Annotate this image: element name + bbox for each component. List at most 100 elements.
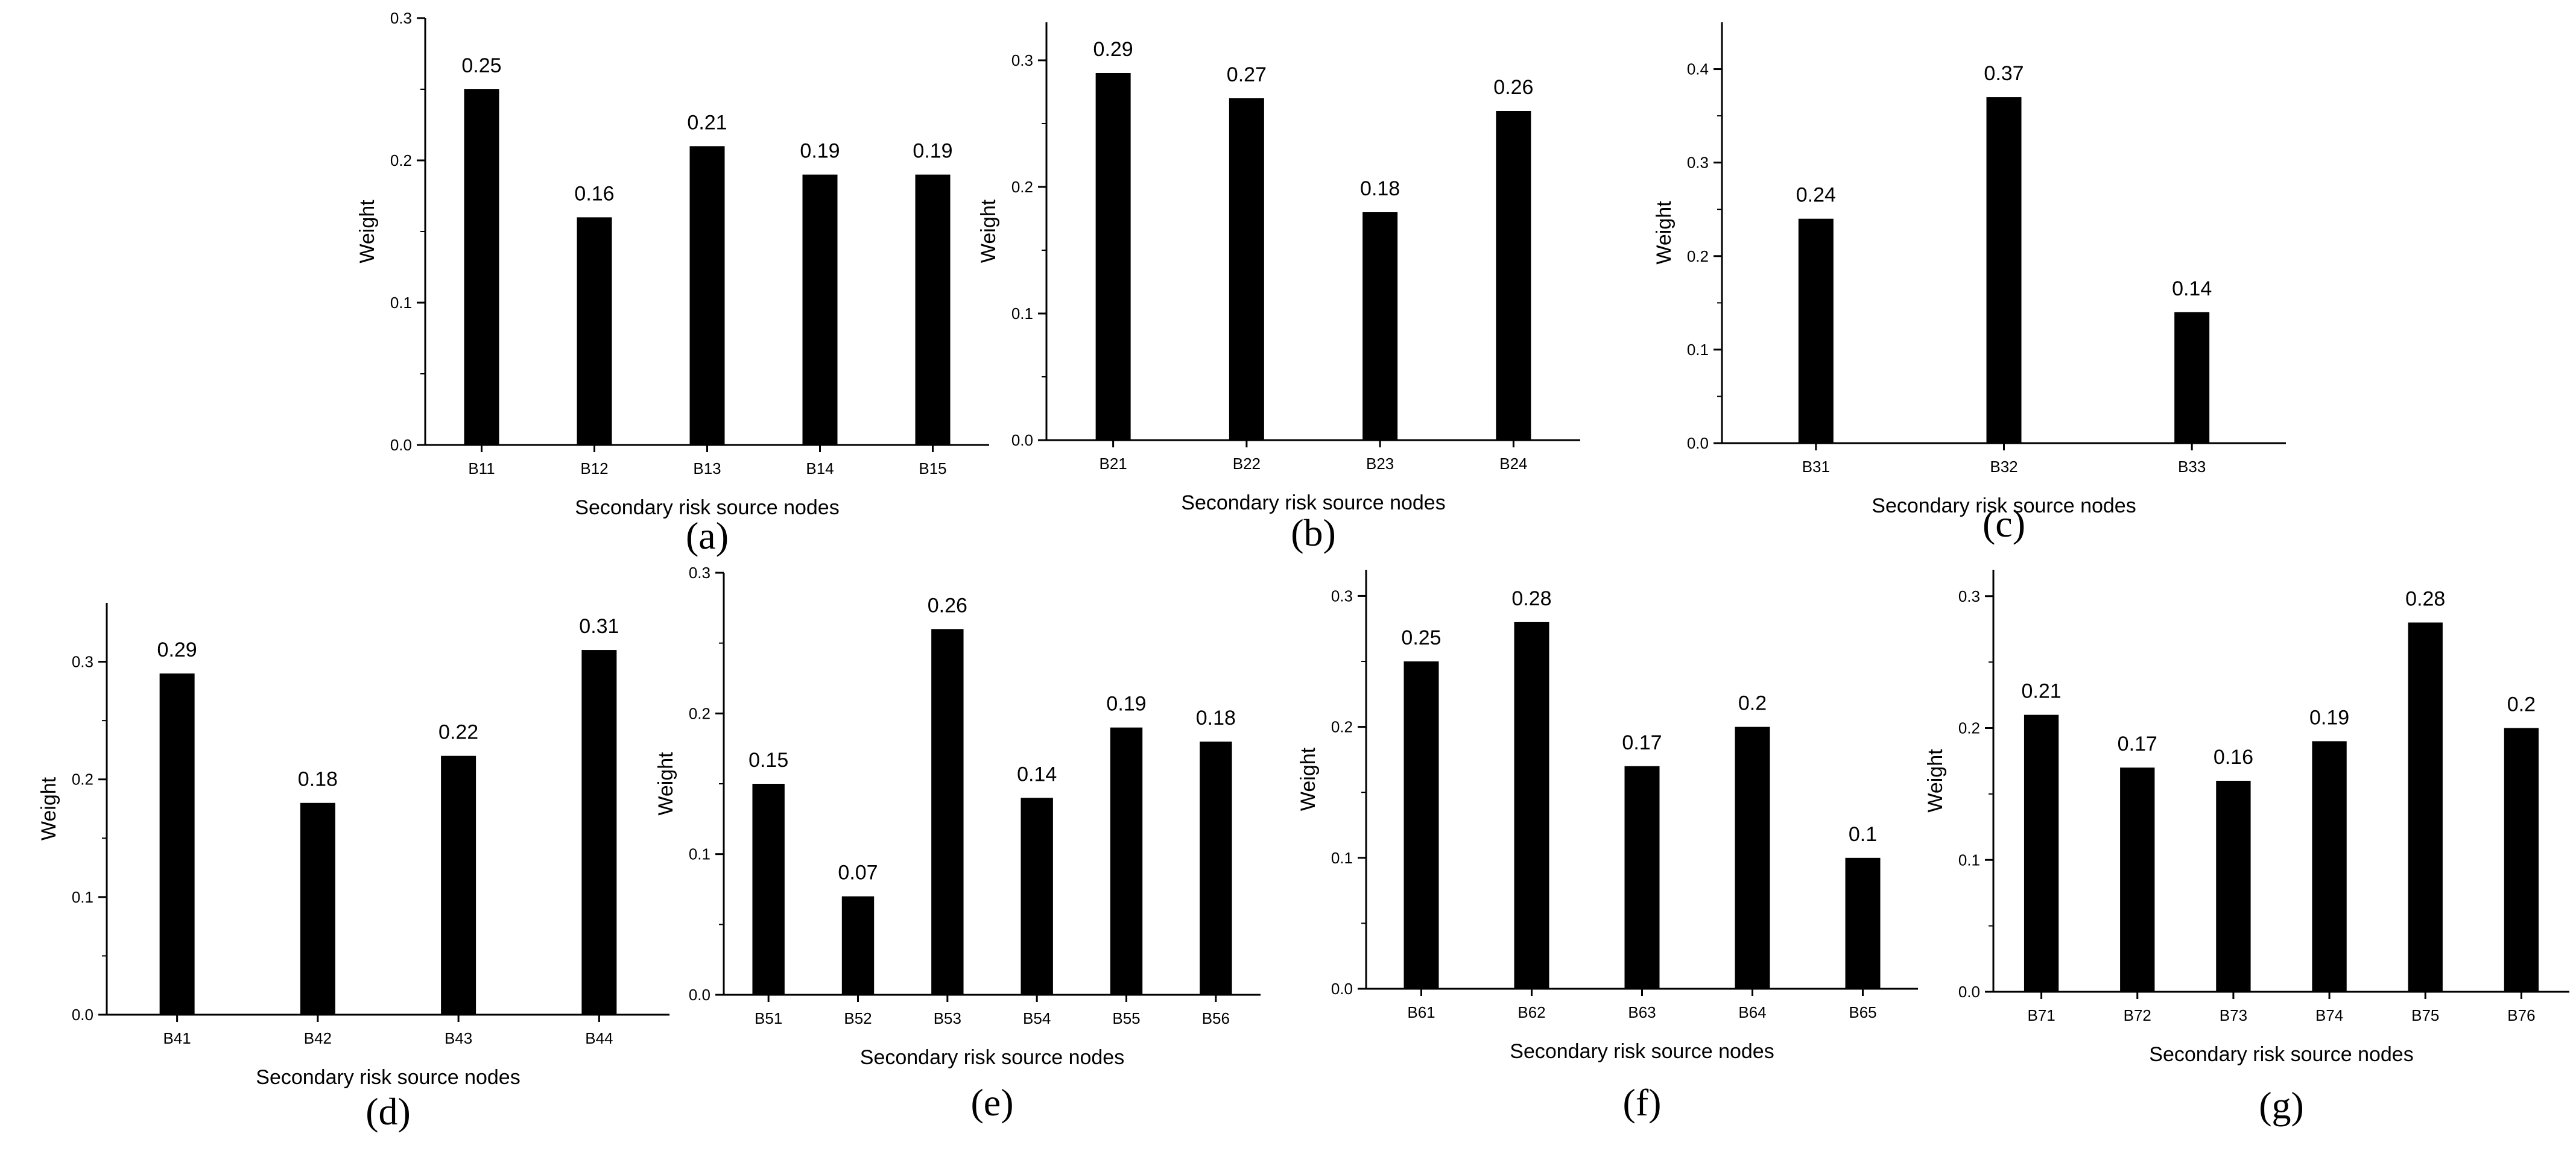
x-tick-label: B12	[580, 459, 608, 478]
data-label: 0.31	[579, 615, 619, 638]
x-axis-title: Secondary risk source nodes	[1181, 491, 1445, 514]
bar-b24	[1496, 111, 1531, 440]
data-label: 0.26	[1493, 76, 1533, 99]
y-tick-label: 0.2	[72, 771, 93, 789]
bar-b65	[1845, 857, 1881, 989]
x-tick-label: B64	[1738, 1003, 1766, 1021]
data-label: 0.29	[1093, 38, 1133, 61]
x-axis-title: Secondary risk source nodes	[2149, 1043, 2413, 1066]
bar-b74	[2312, 741, 2347, 992]
x-tick-label: B76	[2507, 1006, 2535, 1024]
y-tick-label: 0.1	[1011, 304, 1033, 323]
x-tick-label: B73	[2220, 1006, 2247, 1024]
x-tick-label: B63	[1628, 1003, 1656, 1021]
data-label: 0.2	[2507, 693, 2536, 716]
y-tick-label: 0.0	[72, 1006, 93, 1024]
panel-label: (c)	[1983, 502, 2025, 545]
chart-panel-c: 0.0 0.1 0.2 0.3 0.4 0.24 B31 0.37 B32 0.14 B33 Weig…	[1653, 22, 2286, 545]
data-label: 0.18	[298, 768, 338, 791]
chart-panel-g: 0.0 0.1 0.2 0.3 0.21 B71 0.17 B72 0.16 B73 0.19 B74…	[1924, 570, 2569, 1127]
data-label: 0.17	[2118, 733, 2157, 755]
data-label: 0.19	[2309, 706, 2349, 729]
y-tick-label: 0.3	[689, 564, 710, 582]
x-tick-label: B23	[1366, 455, 1394, 473]
y-tick-label: 0.1	[72, 888, 93, 906]
bar-b63	[1624, 766, 1660, 989]
y-tick-label: 0.3	[1331, 587, 1353, 605]
x-axis-title: Secondary risk source nodes	[860, 1046, 1124, 1069]
x-axis-title: Secondary risk source nodes	[1510, 1040, 1774, 1063]
data-label: 0.18	[1360, 177, 1400, 200]
y-tick-label: 0.1	[1331, 849, 1353, 867]
data-label: 0.07	[838, 862, 878, 884]
x-axis-title: Secondary risk source nodes	[256, 1066, 520, 1089]
x-tick-label: B31	[1802, 458, 1830, 476]
y-tick-label: 0.2	[1958, 719, 1980, 737]
bar-b21	[1095, 73, 1131, 440]
bar-b55	[1110, 727, 1143, 995]
x-tick-label: B61	[1407, 1003, 1435, 1021]
bar-b41	[159, 673, 195, 1015]
panel-label: (f)	[1623, 1081, 1662, 1124]
bar-b53	[931, 629, 964, 995]
x-tick-label: B43	[445, 1029, 472, 1047]
data-label: 0.19	[800, 140, 840, 163]
bar-b11	[464, 89, 499, 445]
x-tick-label: B62	[1517, 1003, 1545, 1021]
data-label: 0.18	[1196, 707, 1236, 730]
y-tick-label: 0.2	[689, 704, 710, 722]
x-tick-label: B55	[1112, 1009, 1140, 1027]
bar-b33	[2174, 312, 2210, 443]
chart-panel-f: 0.0 0.1 0.2 0.3 0.25 B61 0.28 B62 0.17 B63 0.2 B64 0…	[1297, 570, 1918, 1124]
data-label: 0.19	[1106, 693, 1146, 716]
x-axis-title: Secondary risk source nodes	[575, 496, 839, 519]
y-axis-title: Weight	[654, 752, 677, 816]
bar-b31	[1798, 218, 1834, 443]
data-label: 0.28	[1511, 587, 1551, 610]
data-label: 0.19	[913, 140, 952, 163]
x-tick-label: B56	[1202, 1009, 1230, 1027]
data-label: 0.17	[1622, 731, 1662, 754]
bar-b64	[1735, 727, 1770, 989]
bar-b51	[752, 784, 785, 995]
bar-b43	[441, 755, 476, 1015]
x-tick-label: B74	[2315, 1006, 2343, 1024]
data-label: 0.1	[1849, 823, 1877, 846]
chart-panel-b: 0.0 0.1 0.2 0.3 0.29 B21 0.27 B22 0.18 B23 0.26 B24…	[977, 22, 1580, 554]
bar-b32	[1986, 97, 2022, 444]
y-tick-label: 0.3	[390, 9, 412, 27]
bar-b71	[2024, 714, 2059, 992]
panel-label: (g)	[2259, 1084, 2304, 1127]
data-label: 0.16	[574, 182, 614, 205]
y-axis-title: Weight	[37, 777, 60, 840]
x-tick-label: B54	[1023, 1009, 1051, 1027]
bar-b22	[1229, 98, 1264, 440]
bar-b13	[689, 146, 725, 445]
x-tick-label: B71	[2027, 1006, 2055, 1024]
y-tick-label: 0.0	[1687, 434, 1709, 452]
bar-b75	[2408, 622, 2443, 992]
y-tick-label: 0.3	[1958, 587, 1980, 605]
bar-b62	[1514, 622, 1549, 989]
data-label: 0.21	[2021, 680, 2061, 703]
bar-b12	[577, 217, 612, 445]
y-tick-label: 0.2	[390, 151, 412, 169]
data-label: 0.22	[438, 721, 478, 744]
x-tick-label: B21	[1099, 455, 1127, 473]
bar-b14	[802, 174, 838, 445]
bar-b56	[1200, 742, 1232, 995]
y-tick-label: 0.1	[390, 294, 412, 312]
bar-b15	[915, 174, 951, 445]
x-tick-label: B14	[806, 459, 834, 478]
bar-b76	[2504, 728, 2539, 992]
y-tick-label: 0.1	[1958, 851, 1980, 869]
y-tick-label: 0.3	[1687, 154, 1709, 172]
panel-label: (a)	[686, 514, 729, 557]
x-tick-label: B41	[163, 1029, 191, 1047]
y-axis-title: Weight	[356, 200, 379, 263]
data-label: 0.24	[1796, 184, 1836, 207]
data-label: 0.25	[461, 54, 501, 77]
bar-b52	[841, 896, 875, 995]
x-axis-title: Secondary risk source nodes	[1872, 494, 2136, 517]
